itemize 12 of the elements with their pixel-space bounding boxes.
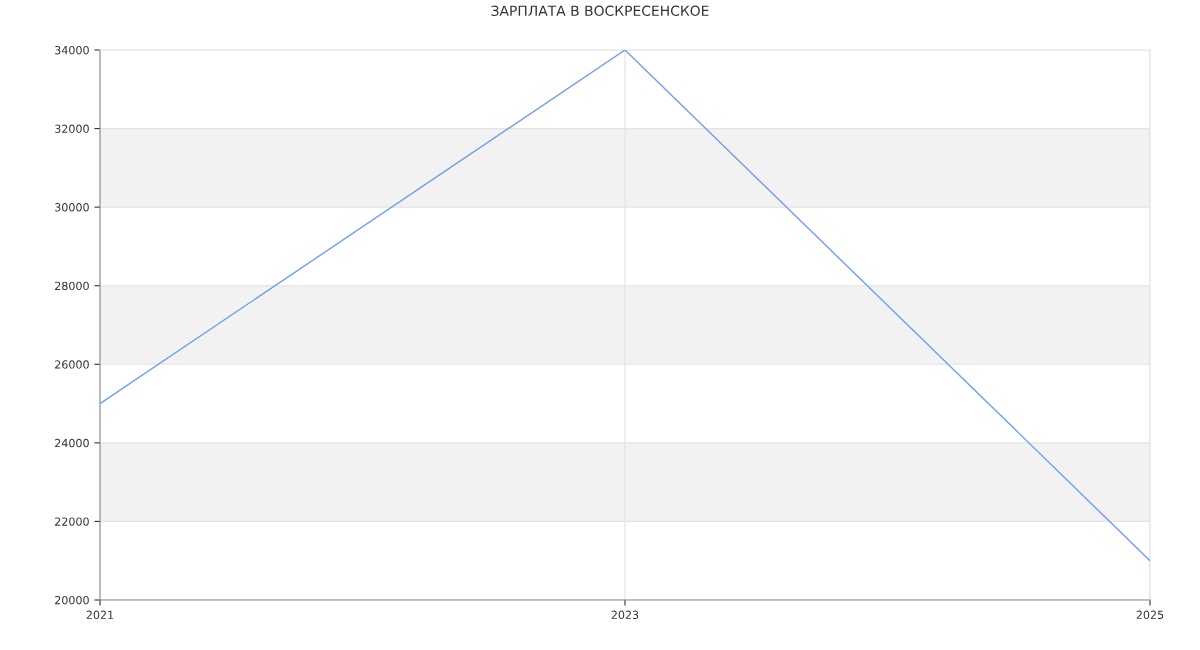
y-tick-label: 26000 — [55, 360, 89, 369]
y-tick-label: 28000 — [55, 281, 89, 291]
y-tick-label: 24000 — [55, 438, 89, 448]
y-tick-label: 30000 — [55, 203, 89, 212]
x-tick-label: 2025 — [1136, 610, 1164, 620]
y-tick-label: 20000 — [55, 595, 89, 605]
y-tick-label: 32000 — [55, 124, 89, 133]
x-tick-label: 2023 — [611, 610, 639, 620]
y-tick-label: 34000 — [55, 45, 89, 55]
chart-title: ЗАРПЛАТА В ВОСКРЕСЕНСКОЕ — [491, 5, 709, 17]
x-tick-label: 2021 — [86, 610, 114, 620]
y-tick-label: 22000 — [55, 517, 89, 526]
